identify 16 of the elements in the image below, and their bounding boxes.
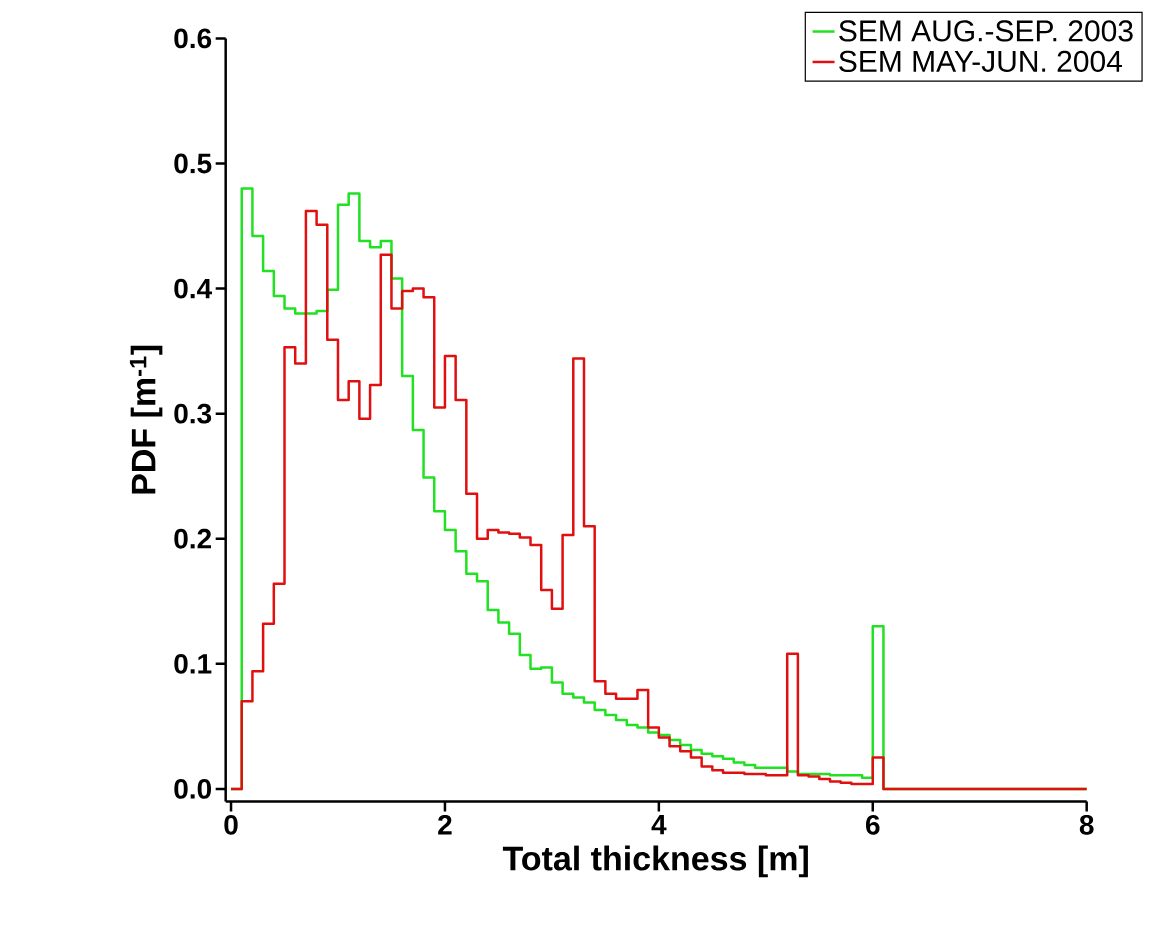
x-tick-label: 2 [438, 814, 452, 835]
y-tick-label: 0.5 [174, 153, 212, 174]
y-tick-label: 0.4 [174, 278, 212, 299]
y-tick-label: 0.3 [174, 403, 212, 424]
y-tick-label: 0.0 [174, 778, 212, 799]
y-tick-label: 0.6 [174, 28, 212, 49]
y-axis-title: PDF [m$^{-1}$] [129, 345, 163, 494]
x-axis-title: Total thickness [m] [502, 845, 808, 878]
legend-label: SEM MAY-JUN. 2004 [839, 50, 1122, 72]
legend-label: SEM AUG.-SEP. 2003 [839, 20, 1133, 42]
x-tick-label: 0 [224, 814, 238, 835]
x-tick-label: 6 [866, 814, 880, 835]
x-tick-label: 8 [1079, 814, 1094, 835]
y-tick-label: 0.2 [174, 528, 212, 549]
x-tick-label: 4 [651, 814, 667, 835]
y-tick-label: 0.1 [174, 653, 212, 674]
